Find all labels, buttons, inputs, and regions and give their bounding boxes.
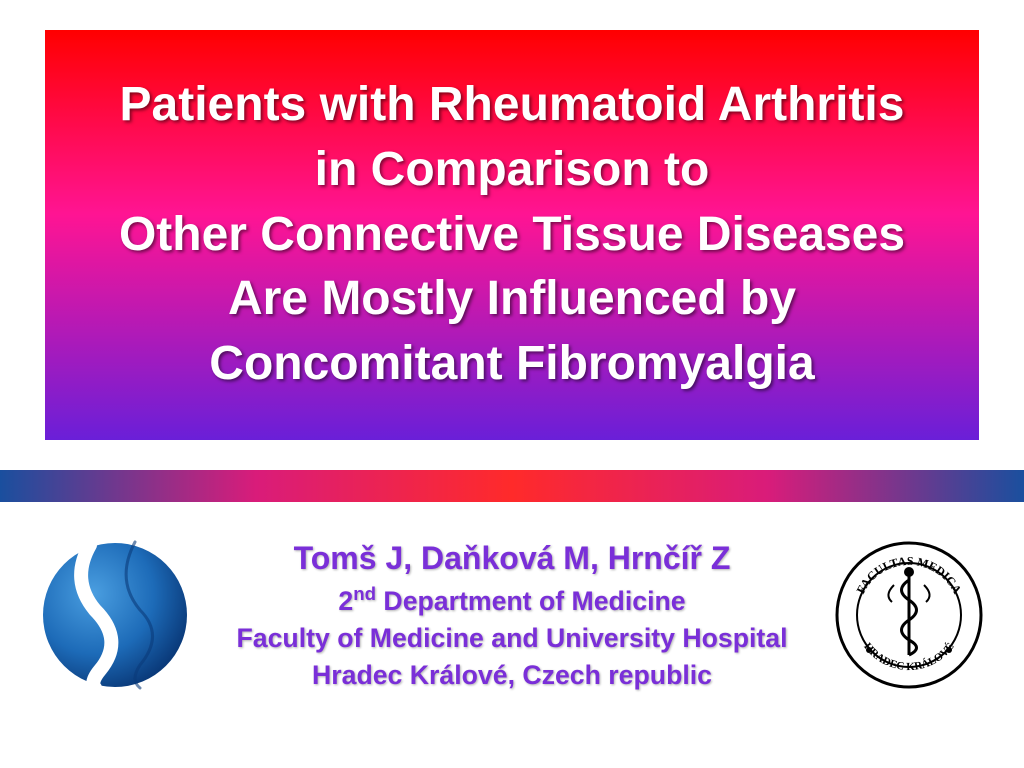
dept-suffix: Department of Medicine <box>376 586 686 616</box>
footer: Tomš J, Daňková M, Hrnčíř Z 2nd Departme… <box>0 540 1024 691</box>
footer-text: Tomš J, Daňková M, Hrnčíř Z 2nd Departme… <box>190 540 834 691</box>
title-line-5: Concomitant Fibromyalgia <box>209 332 814 397</box>
dept-super: nd <box>353 583 376 604</box>
faculty-line: Faculty of Medicine and University Hospi… <box>190 623 834 654</box>
divider-bar <box>0 470 1024 502</box>
faculty-seal-icon: FACULTAS MEDICA HRADEC KRÁLOVÉ <box>834 540 984 690</box>
institution-logo-icon <box>40 540 190 690</box>
dept-prefix: 2 <box>338 586 353 616</box>
department-line: 2nd Department of Medicine <box>190 583 834 617</box>
title-line-1: Patients with Rheumatoid Arthritis <box>120 73 905 138</box>
title-line-2: in Comparison to <box>315 138 710 203</box>
title-line-4: Are Mostly Influenced by <box>228 267 796 332</box>
authors-line: Tomš J, Daňková M, Hrnčíř Z <box>190 540 834 577</box>
title-box: Patients with Rheumatoid Arthritis in Co… <box>45 30 979 440</box>
location-line: Hradec Králové, Czech republic <box>190 660 834 691</box>
title-line-3: Other Connective Tissue Diseases <box>119 203 905 268</box>
